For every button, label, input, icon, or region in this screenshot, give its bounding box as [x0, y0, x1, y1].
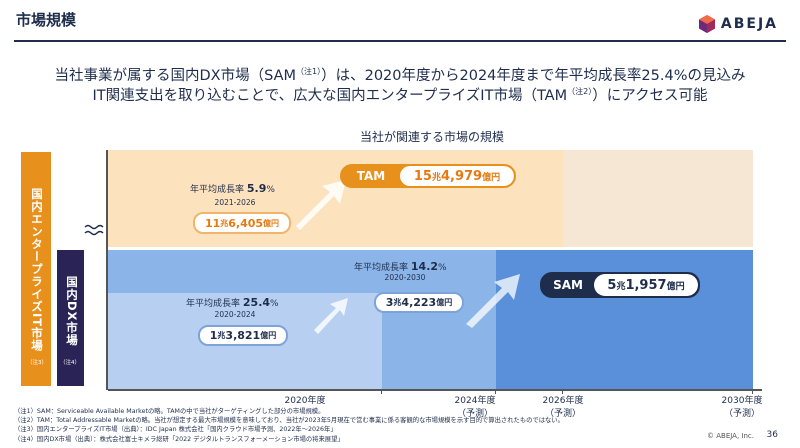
footnotes: （注1）SAM：Serviceable Available Marketの略。T… [14, 407, 564, 444]
footnote-1: （注1）SAM：Serviceable Available Marketの略。T… [14, 408, 325, 415]
sam-2020-value: 1 兆 3,821 億円 [198, 325, 288, 346]
chart-title: 当社が関連する市場の規模 [360, 130, 505, 144]
lead-line-2: IT関連支出を取り込むことで、広大な国内エンタープライズIT市場（TAM（注2）… [92, 87, 708, 104]
x-label-2030: 2030年度 （予測） [721, 396, 763, 419]
tam-cagr: 年平均成長率 5.9% [190, 182, 275, 195]
footnote-3: （注3）国内エンタープライズIT市場（出典）：IDC Japan 株式会社「国内… [14, 426, 337, 434]
x-label-2024: 2024年度 （予測） [454, 396, 496, 419]
tam-cagr-period: 2021-2026 [214, 198, 256, 207]
tam-area-2026-2030 [563, 150, 753, 247]
sam-growth-arrow-large-icon [466, 274, 520, 328]
enterprise-it-market-label-bar [21, 152, 51, 386]
tam-growth-arrow-icon [296, 180, 346, 230]
sam-cagr-2020-2030: 年平均成長率 14.2% [354, 260, 447, 273]
dx-market-note: （注4） [60, 360, 80, 366]
title-divider [14, 40, 786, 42]
page-title: 市場規模 [16, 11, 77, 29]
tam-tag-label: TAM [356, 169, 386, 183]
tam-2021-value: 11 兆 6,405 億円 [193, 212, 291, 234]
logo-text: ABEJA [720, 16, 778, 32]
axis-break-icon [84, 224, 104, 236]
sam-2030-value: 5 兆 1,957 億円 [594, 274, 698, 296]
page-number: 36 [766, 430, 778, 440]
abeja-logo: ABEJA [698, 15, 778, 33]
tam-2026-tag: TAM 15 兆 4,979 億円 [340, 164, 516, 188]
enterprise-it-market-label: 国内エンタープライズIT市場 [30, 188, 44, 353]
tick-2030 [752, 389, 753, 394]
y-axis [106, 150, 108, 390]
x-axis [108, 389, 762, 391]
lead-line-1: 当社事業が属する国内DX市場（SAM（注1））は、2020年度から2024年度ま… [54, 67, 746, 84]
footnote-4: （注4）国内DX市場（出典）：株式会社富士キメラ総研「2022 デジタルトランス… [14, 435, 344, 443]
hexagon-logo-icon [698, 15, 715, 33]
sam-cagr-period-2020-2024: 2020-2024 [214, 310, 256, 319]
tick-2024 [495, 389, 496, 394]
sam-tag-label: SAM [553, 278, 583, 292]
tam-2026-value: 15 兆 4,979 億円 [400, 166, 514, 186]
dx-market-label: 国内DX市場 [65, 276, 79, 347]
sam-2024-value: 3 兆 4,223 億円 [374, 292, 464, 313]
sam-growth-arrow-small-icon [314, 298, 348, 334]
footnote-2: （注2）TAM：Total Addressable Marketの略。当社が想定… [14, 417, 564, 425]
sam-cagr-period-2020-2030: 2020-2030 [384, 273, 426, 282]
tick-2020 [381, 389, 382, 394]
x-label-2026: 2026年度 （予測） [542, 396, 584, 419]
copyright: © ABEJA, Inc. [707, 432, 754, 440]
dx-market-label-bar [57, 250, 84, 386]
tick-2026 [562, 389, 563, 394]
x-label-2020: 2020年度 [284, 396, 326, 406]
sam-2030-tag: SAM 5 兆 1,957 億円 [540, 272, 700, 298]
enterprise-it-market-note: （注3） [27, 360, 47, 366]
sam-cagr-2020-2024: 年平均成長率 25.4% [186, 296, 279, 309]
